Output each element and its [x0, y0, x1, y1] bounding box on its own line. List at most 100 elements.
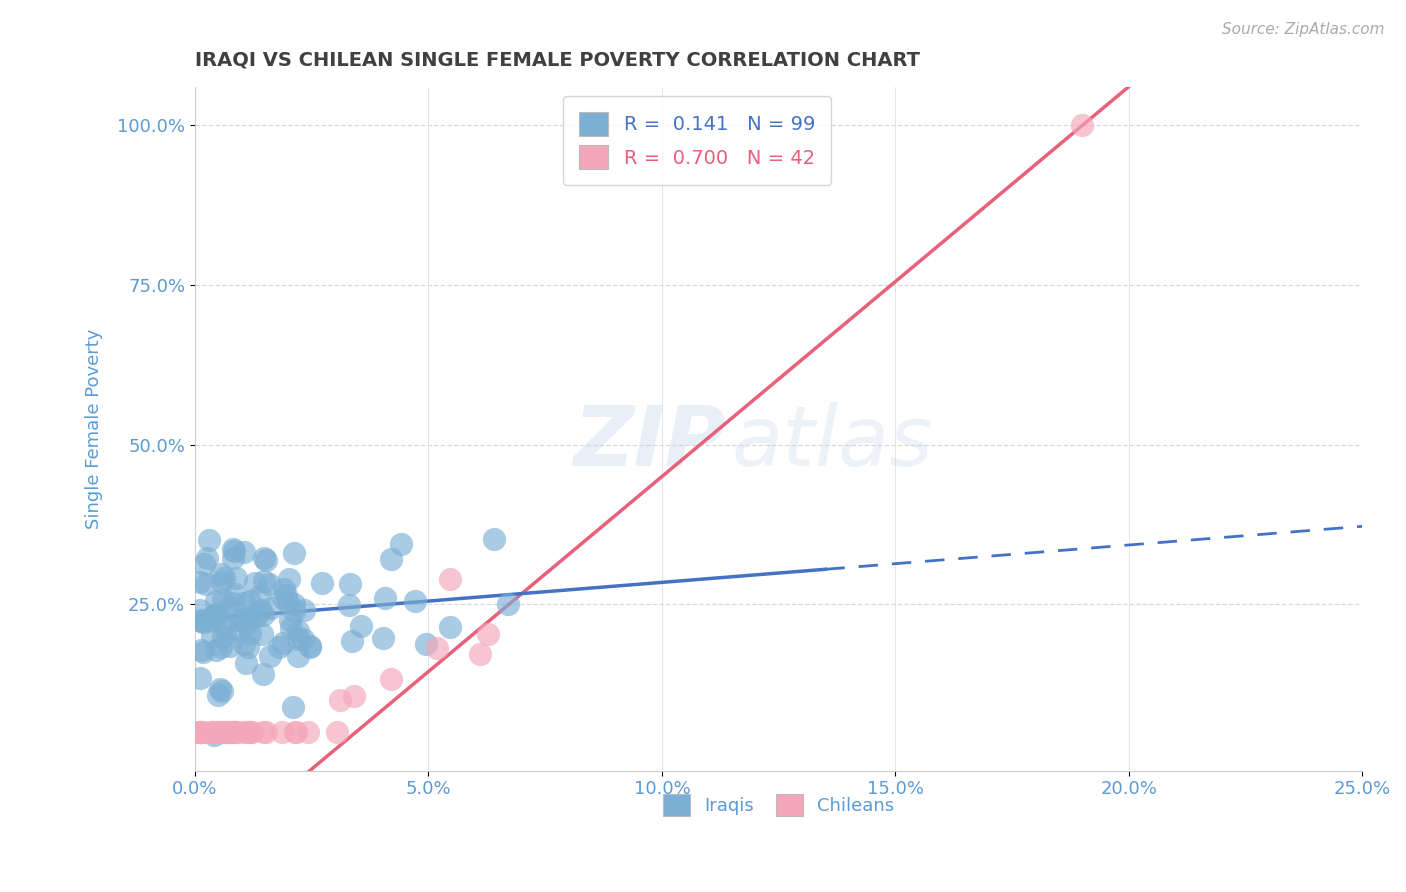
- Point: [205, 594, 228, 608]
- Point: [188, 725, 211, 739]
- Text: Source: ZipAtlas.com: Source: ZipAtlas.com: [1222, 22, 1385, 37]
- Point: [277, 594, 299, 608]
- Point: [211, 574, 233, 589]
- Point: [233, 596, 256, 610]
- Point: [235, 612, 257, 626]
- Point: [193, 725, 215, 739]
- Point: [239, 725, 262, 739]
- Point: [188, 613, 211, 627]
- Point: [211, 725, 233, 739]
- Point: [250, 627, 273, 641]
- Point: [287, 648, 309, 663]
- Point: [188, 574, 211, 589]
- Point: [245, 608, 267, 623]
- Point: [188, 725, 211, 739]
- Point: [198, 614, 221, 628]
- Point: [211, 684, 233, 698]
- Point: [292, 632, 315, 647]
- Point: [287, 624, 309, 638]
- Point: [238, 609, 260, 624]
- Point: [197, 533, 219, 548]
- Point: [222, 541, 245, 556]
- Point: [285, 725, 308, 739]
- Point: [252, 607, 274, 622]
- Point: [439, 572, 461, 586]
- Point: [271, 636, 294, 650]
- Point: [224, 543, 246, 558]
- Point: [190, 643, 212, 657]
- Point: [201, 725, 224, 739]
- Point: [374, 591, 396, 605]
- Point: [389, 537, 412, 551]
- Point: [239, 625, 262, 640]
- Point: [349, 619, 371, 633]
- Point: [243, 576, 266, 591]
- Point: [224, 725, 246, 739]
- Point: [252, 574, 274, 588]
- Point: [207, 689, 229, 703]
- Point: [260, 601, 283, 615]
- Point: [292, 603, 315, 617]
- Point: [188, 725, 211, 739]
- Point: [202, 728, 225, 742]
- Point: [212, 592, 235, 607]
- Point: [214, 622, 236, 636]
- Point: [202, 607, 225, 622]
- Text: atlas: atlas: [733, 401, 934, 483]
- Point: [229, 614, 252, 628]
- Point: [339, 577, 361, 591]
- Point: [201, 725, 224, 739]
- Point: [224, 725, 246, 739]
- Point: [212, 616, 235, 631]
- Point: [271, 725, 294, 739]
- Point: [188, 725, 211, 739]
- Point: [219, 725, 242, 739]
- Point: [252, 725, 274, 739]
- Point: [271, 591, 294, 605]
- Point: [232, 544, 254, 558]
- Point: [380, 673, 402, 687]
- Point: [202, 607, 225, 622]
- Point: [222, 725, 245, 739]
- Point: [274, 588, 297, 602]
- Point: [380, 552, 402, 566]
- Point: [188, 725, 211, 739]
- Point: [240, 725, 263, 739]
- Point: [201, 629, 224, 643]
- Point: [250, 603, 273, 617]
- Point: [193, 557, 215, 571]
- Point: [477, 627, 499, 641]
- Point: [236, 725, 259, 739]
- Point: [283, 597, 305, 611]
- Point: [297, 725, 319, 739]
- Point: [188, 671, 211, 685]
- Point: [191, 645, 214, 659]
- Point: [205, 643, 228, 657]
- Text: IRAQI VS CHILEAN SINGLE FEMALE POVERTY CORRELATION CHART: IRAQI VS CHILEAN SINGLE FEMALE POVERTY C…: [195, 51, 920, 70]
- Point: [212, 630, 235, 644]
- Point: [235, 615, 257, 630]
- Point: [232, 637, 254, 651]
- Point: [254, 553, 277, 567]
- Point: [342, 689, 364, 703]
- Point: [224, 587, 246, 601]
- Point: [299, 640, 322, 655]
- Point: [253, 551, 276, 566]
- Point: [415, 636, 437, 650]
- Point: [254, 725, 277, 739]
- Point: [340, 633, 363, 648]
- Point: [225, 570, 247, 584]
- Point: [228, 624, 250, 638]
- Point: [404, 594, 426, 608]
- Point: [280, 621, 302, 635]
- Point: [235, 725, 257, 739]
- Point: [195, 576, 218, 591]
- Point: [277, 572, 299, 586]
- Point: [191, 615, 214, 629]
- Point: [218, 640, 240, 654]
- Point: [236, 640, 259, 654]
- Point: [205, 607, 228, 622]
- Y-axis label: Single Female Poverty: Single Female Poverty: [86, 328, 103, 529]
- Point: [188, 603, 211, 617]
- Point: [1071, 118, 1094, 132]
